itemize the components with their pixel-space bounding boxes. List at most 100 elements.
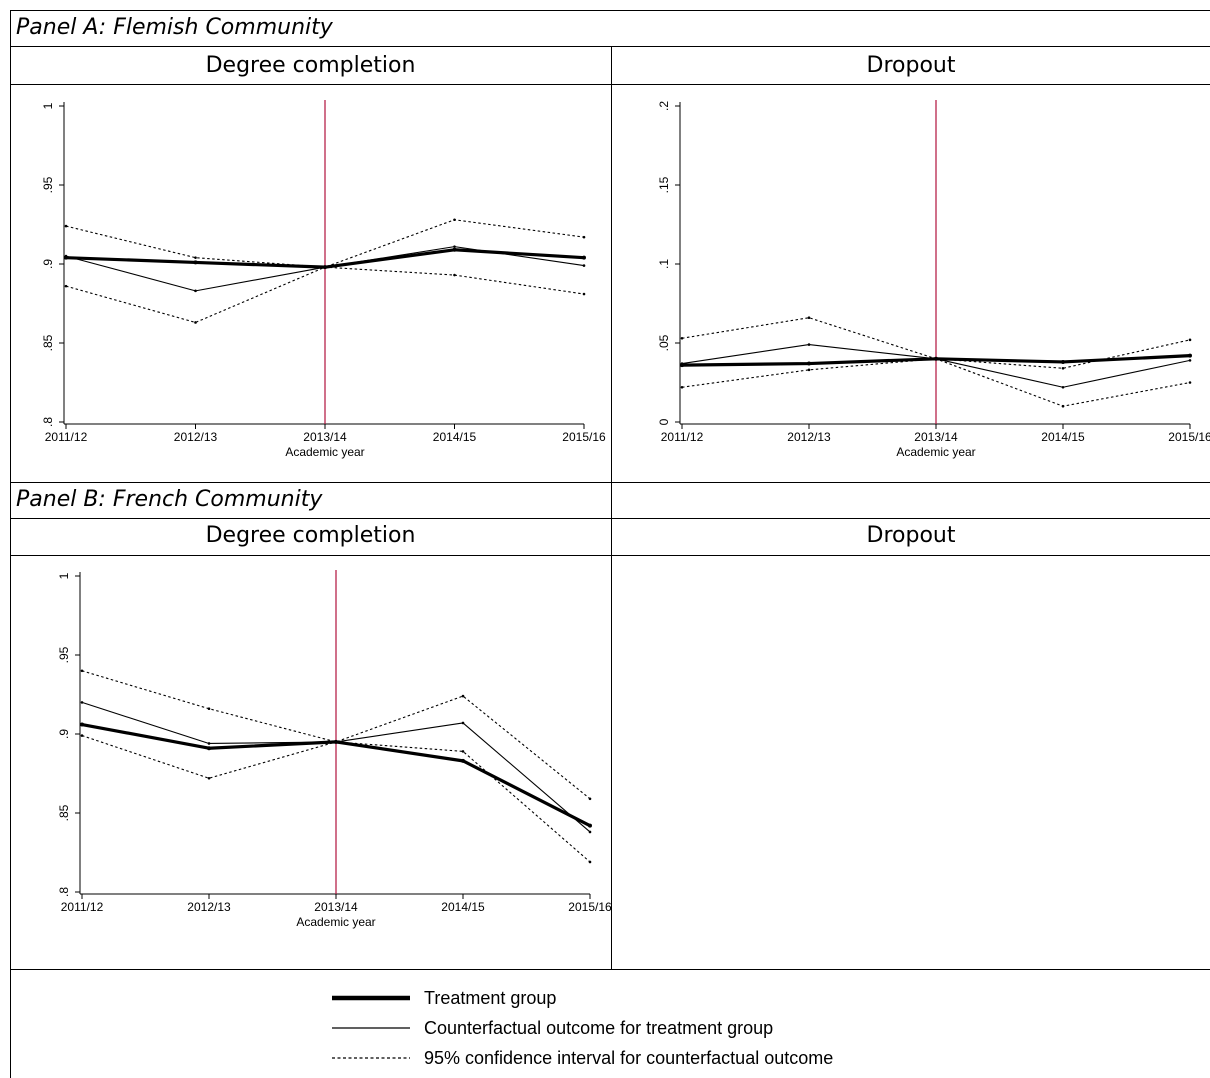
data-point-counterfactual xyxy=(807,343,811,346)
x-tick-label: 2013/14 xyxy=(303,430,347,444)
data-point-ci-lower xyxy=(588,860,592,864)
y-tick-label: .15 xyxy=(657,176,671,193)
data-point-ci-upper xyxy=(207,707,211,711)
data-point-ci-lower xyxy=(323,265,327,269)
row-divider xyxy=(10,555,1210,556)
x-tick-label: 2012/13 xyxy=(787,430,831,444)
panel-a-title: Panel A: Flemish Community xyxy=(16,15,333,40)
x-tick-label: 2011/12 xyxy=(61,900,104,914)
y-tick-label: 1 xyxy=(57,572,71,579)
y-tick-label: .85 xyxy=(41,334,55,351)
data-point-ci-lower xyxy=(934,357,938,361)
data-point-ci-upper xyxy=(64,224,68,228)
data-point-counterfactual xyxy=(207,742,211,745)
data-point-ci-upper xyxy=(680,336,684,340)
data-point-counterfactual xyxy=(64,254,68,258)
data-point-treatment xyxy=(207,746,211,751)
x-tick-label: 2015/16 xyxy=(1168,430,1210,444)
panel-b-completion-title: Degree completion xyxy=(205,523,416,548)
x-tick-label: 2011/12 xyxy=(45,430,88,444)
data-point-ci-upper xyxy=(1061,366,1065,370)
panel-b-title: Panel B: French Community xyxy=(16,487,323,512)
data-point-ci-lower xyxy=(453,273,456,277)
y-tick-label: .05 xyxy=(657,334,671,351)
figure-table xyxy=(10,10,1210,1078)
y-tick-label: .2 xyxy=(657,101,671,111)
y-tick-label: .1 xyxy=(657,259,671,269)
data-point-ci-lower xyxy=(80,734,84,737)
data-point-treatment xyxy=(80,722,84,727)
data-point-treatment xyxy=(461,758,465,763)
legend-swatch-thin xyxy=(332,1027,410,1029)
data-point-treatment xyxy=(1061,359,1065,364)
data-point-ci-lower xyxy=(680,385,684,389)
x-tick-label: 2012/13 xyxy=(187,900,231,914)
data-point-ci-upper xyxy=(588,797,592,801)
data-point-ci-lower xyxy=(1061,404,1065,408)
x-tick-label: 2012/13 xyxy=(174,430,218,444)
data-point-ci-lower xyxy=(807,368,811,372)
french-completion-chart: .8 .85 .9 .95 1 2011/12 2012/13 2013/14 2014/15 2… xyxy=(57,570,612,929)
legend-label-treatment: Treatment group xyxy=(424,987,557,1008)
y-tick-label: .8 xyxy=(41,417,55,427)
data-point-ci-lower xyxy=(194,321,197,324)
y-tick-label: .8 xyxy=(57,887,71,897)
y-tick-label: .9 xyxy=(41,259,55,269)
legend-label-counterfactual: Counterfactual outcome for treatment gro… xyxy=(424,1017,774,1038)
y-tick-label: 0 xyxy=(657,418,671,425)
row-divider xyxy=(10,84,1210,85)
x-tick-label: 2014/15 xyxy=(441,900,485,914)
x-axis-label: Academic year xyxy=(296,915,375,929)
legend-item-ci: 95% confidence interval for counterfactu… xyxy=(330,1043,833,1073)
row-divider xyxy=(10,46,1210,47)
legend-label-ci: 95% confidence interval for counterfactu… xyxy=(424,1047,834,1068)
x-tick-label: 2013/14 xyxy=(314,900,358,914)
data-point-ci-upper xyxy=(1188,338,1192,342)
data-point-ci-lower xyxy=(207,776,211,780)
legend: Treatment group Counterfactual outcome f… xyxy=(330,983,833,1073)
panel-a-dropout-title: Dropout xyxy=(866,53,956,78)
data-point-counterfactual xyxy=(680,362,684,365)
data-point-counterfactual xyxy=(1188,359,1192,362)
data-point-ci-upper xyxy=(461,694,465,698)
legend-swatch-dashed xyxy=(332,1057,410,1059)
column-divider xyxy=(611,46,612,483)
x-axis-label: Academic year xyxy=(896,445,975,459)
panel-b-dropout-title: Dropout xyxy=(866,523,956,548)
data-point-counterfactual xyxy=(194,289,197,293)
x-tick-label: 2014/15 xyxy=(1041,430,1085,444)
x-tick-label: 2014/15 xyxy=(433,430,477,444)
data-point-counterfactual xyxy=(461,721,465,725)
data-point-ci-lower xyxy=(582,292,586,296)
y-tick-label: .85 xyxy=(57,804,71,821)
data-point-ci-upper xyxy=(453,218,456,222)
legend-item-treatment: Treatment group xyxy=(330,983,833,1013)
x-axis-label: Academic year xyxy=(285,445,364,459)
x-tick-label: 2015/16 xyxy=(568,900,612,914)
y-tick-label: 1 xyxy=(41,102,55,109)
column-divider xyxy=(611,482,612,970)
row-divider xyxy=(10,969,1210,970)
legend-item-counterfactual: Counterfactual outcome for treatment gro… xyxy=(330,1013,833,1043)
data-point-ci-lower xyxy=(1188,381,1192,384)
data-point-ci-upper xyxy=(194,256,197,259)
data-point-ci-upper xyxy=(582,235,586,239)
data-point-treatment xyxy=(193,260,198,265)
data-point-counterfactual xyxy=(1061,385,1065,389)
flemish-dropout-chart: 0 .05 .1 .15 .2 2011/12 2012/13 2013/14 2014/15 2… xyxy=(657,100,1210,459)
data-point-ci-lower xyxy=(64,284,68,288)
y-tick-label: .95 xyxy=(57,646,71,663)
data-point-treatment xyxy=(452,247,457,252)
flemish-completion-chart: .8 .85 .9 .95 1 2011/12 2012/13 2013/14 2014/15 2… xyxy=(41,100,606,459)
data-point-ci-lower xyxy=(334,740,338,744)
row-divider xyxy=(10,518,1210,519)
data-point-counterfactual xyxy=(588,830,592,834)
y-tick-label: .9 xyxy=(57,729,71,739)
data-point-ci-upper xyxy=(807,316,811,320)
data-point-treatment xyxy=(807,361,811,366)
data-point-treatment xyxy=(1188,353,1192,358)
data-point-ci-lower xyxy=(461,750,465,753)
data-point-ci-upper xyxy=(80,669,84,673)
row-divider xyxy=(10,482,1210,483)
y-tick-label: .95 xyxy=(41,176,55,193)
